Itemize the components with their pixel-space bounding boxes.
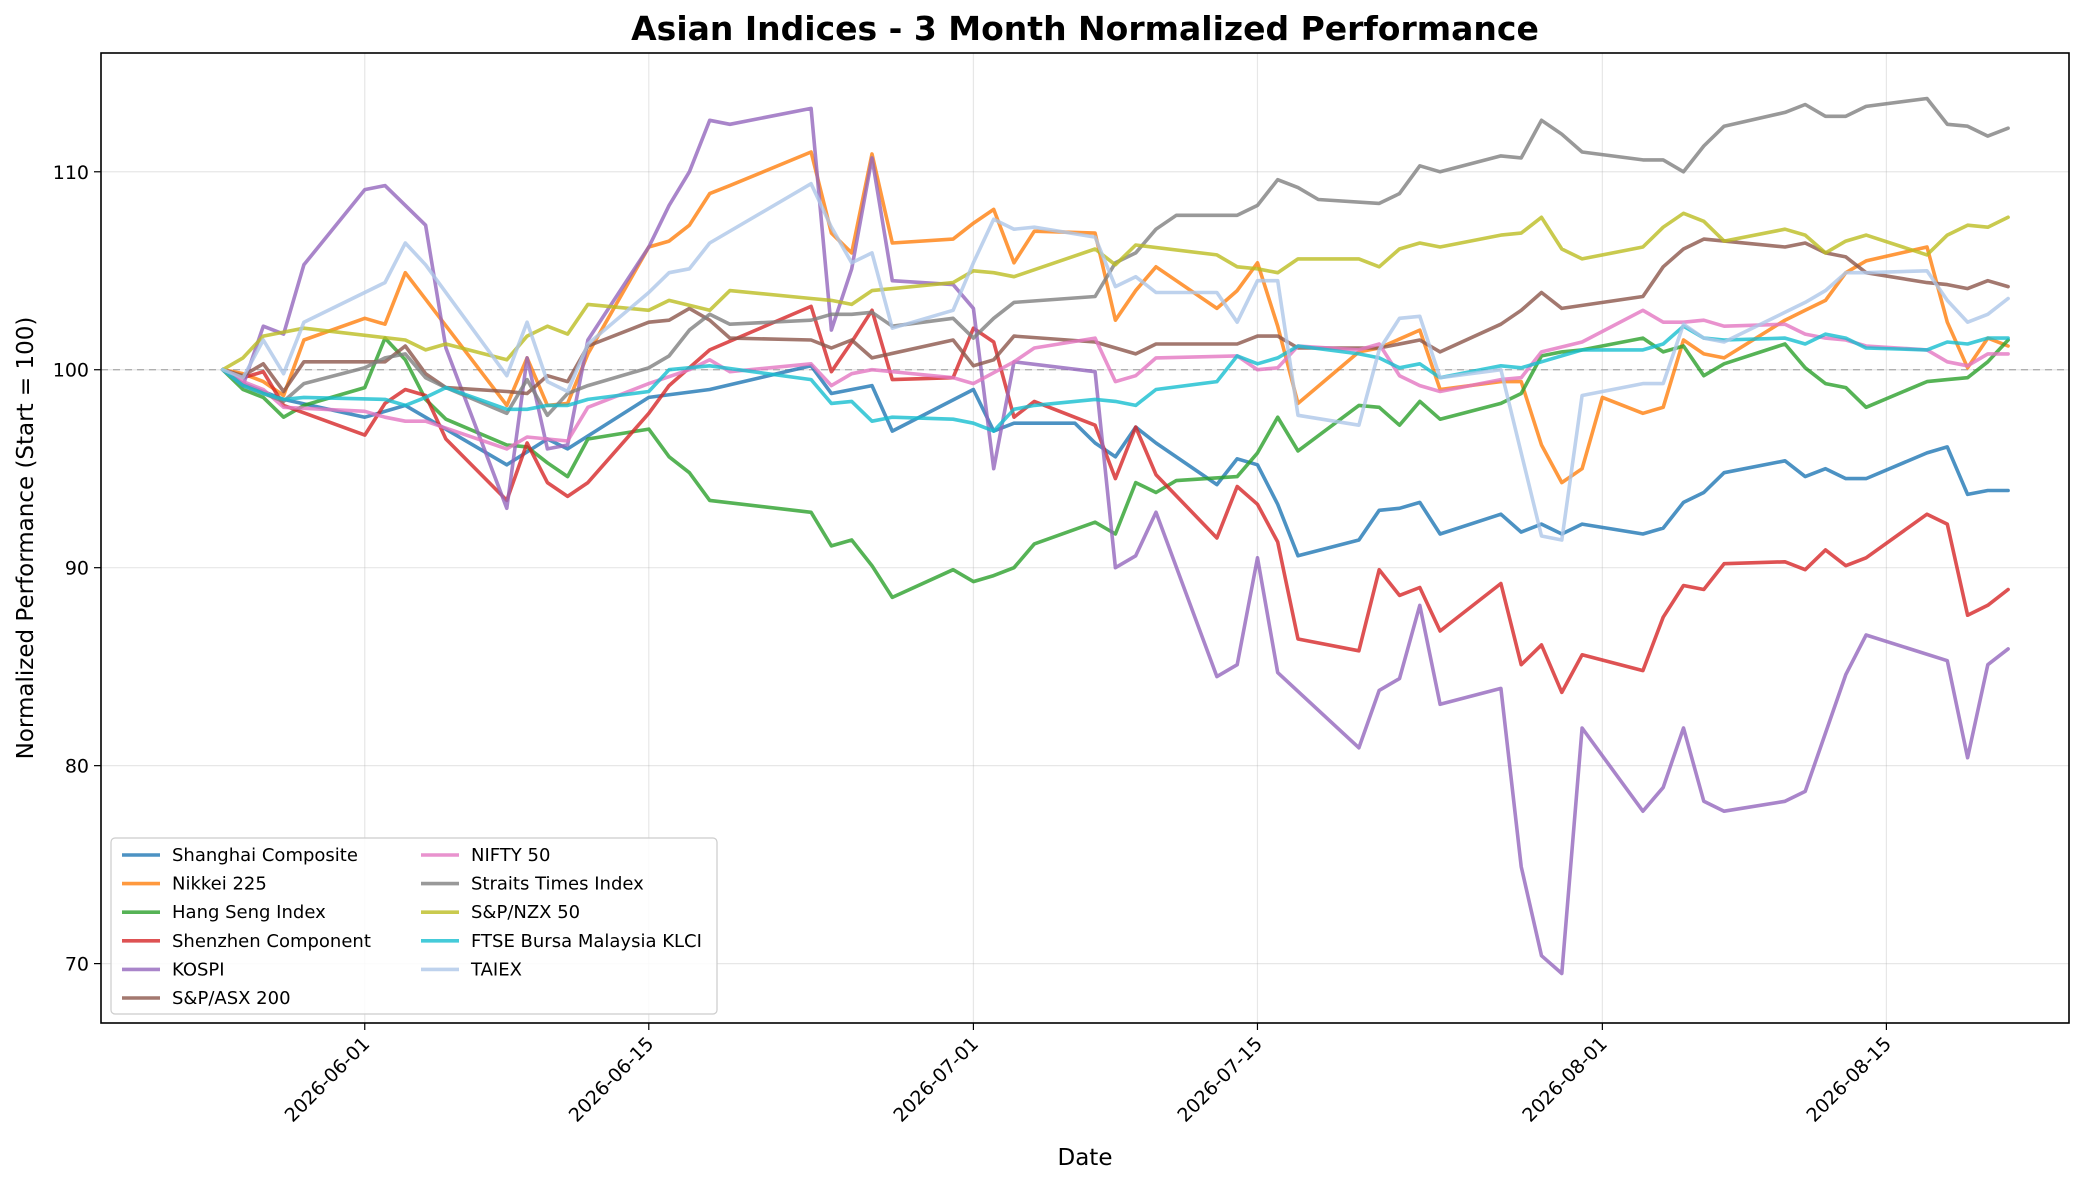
series-line [220, 304, 2010, 695]
legend-label: S&P/NZX 50 [471, 902, 580, 923]
legend-label: Nikkei 225 [172, 874, 267, 895]
series-line [220, 96, 2010, 418]
legend-entries: Shanghai Composite Nikkei 225 Hang Seng In… [122, 845, 702, 1009]
y-tick-label: 90 [65, 558, 89, 580]
legend-label: FTSE Bursa Malaysia KLCI [471, 931, 702, 952]
chart-title: Asian Indices - 3 Month Normalized Perfo… [631, 9, 1539, 48]
y-tick-label: 110 [53, 162, 89, 184]
legend: Shanghai Composite Nikkei 225 Hang Seng In… [110, 837, 718, 1015]
x-tick-label: 2026-08-01 [1518, 1033, 1612, 1127]
x-tick-label: 2026-06-01 [281, 1033, 375, 1127]
y-tick-label: 70 [65, 954, 89, 976]
y-axis-ticks: 70 80 90 100 110 [53, 162, 101, 976]
plot-frame [100, 52, 2070, 1024]
legend-label: TAIEX [470, 959, 522, 980]
legend-label: NIFTY 50 [471, 845, 550, 866]
y-tick-label: 100 [53, 360, 89, 382]
legend-box [110, 837, 718, 1015]
series-line [220, 324, 2010, 433]
series-line [220, 150, 2010, 485]
x-tick-label: 2026-07-01 [889, 1033, 983, 1127]
series-line [220, 308, 2010, 451]
legend-label: Shenzhen Component [172, 931, 371, 952]
x-tick-label: 2026-07-15 [1173, 1033, 1267, 1127]
x-axis-label: Date [1058, 1145, 1113, 1171]
series-line [220, 363, 2010, 558]
x-tick-label: 2026-06-15 [565, 1033, 659, 1127]
series-line [220, 211, 2010, 372]
series-line [220, 181, 2010, 542]
legend-label: Hang Seng Index [172, 902, 326, 923]
x-tick-label: 2026-08-15 [1802, 1033, 1896, 1127]
legend-label: S&P/ASX 200 [172, 988, 291, 1009]
legend-label: Shanghai Composite [172, 845, 358, 866]
legend-label: Straits Times Index [471, 874, 644, 895]
y-tick-label: 80 [65, 756, 89, 778]
series-line [220, 237, 2010, 396]
legend-label: KOSPI [172, 959, 225, 980]
y-axis-label: Normalized Performance (Start = 100) [13, 317, 39, 760]
series-layer [220, 96, 2010, 976]
x-axis-ticks: 2026-06-01 2026-06-15 2026-07-01 2026-07-15… [281, 1023, 1896, 1127]
